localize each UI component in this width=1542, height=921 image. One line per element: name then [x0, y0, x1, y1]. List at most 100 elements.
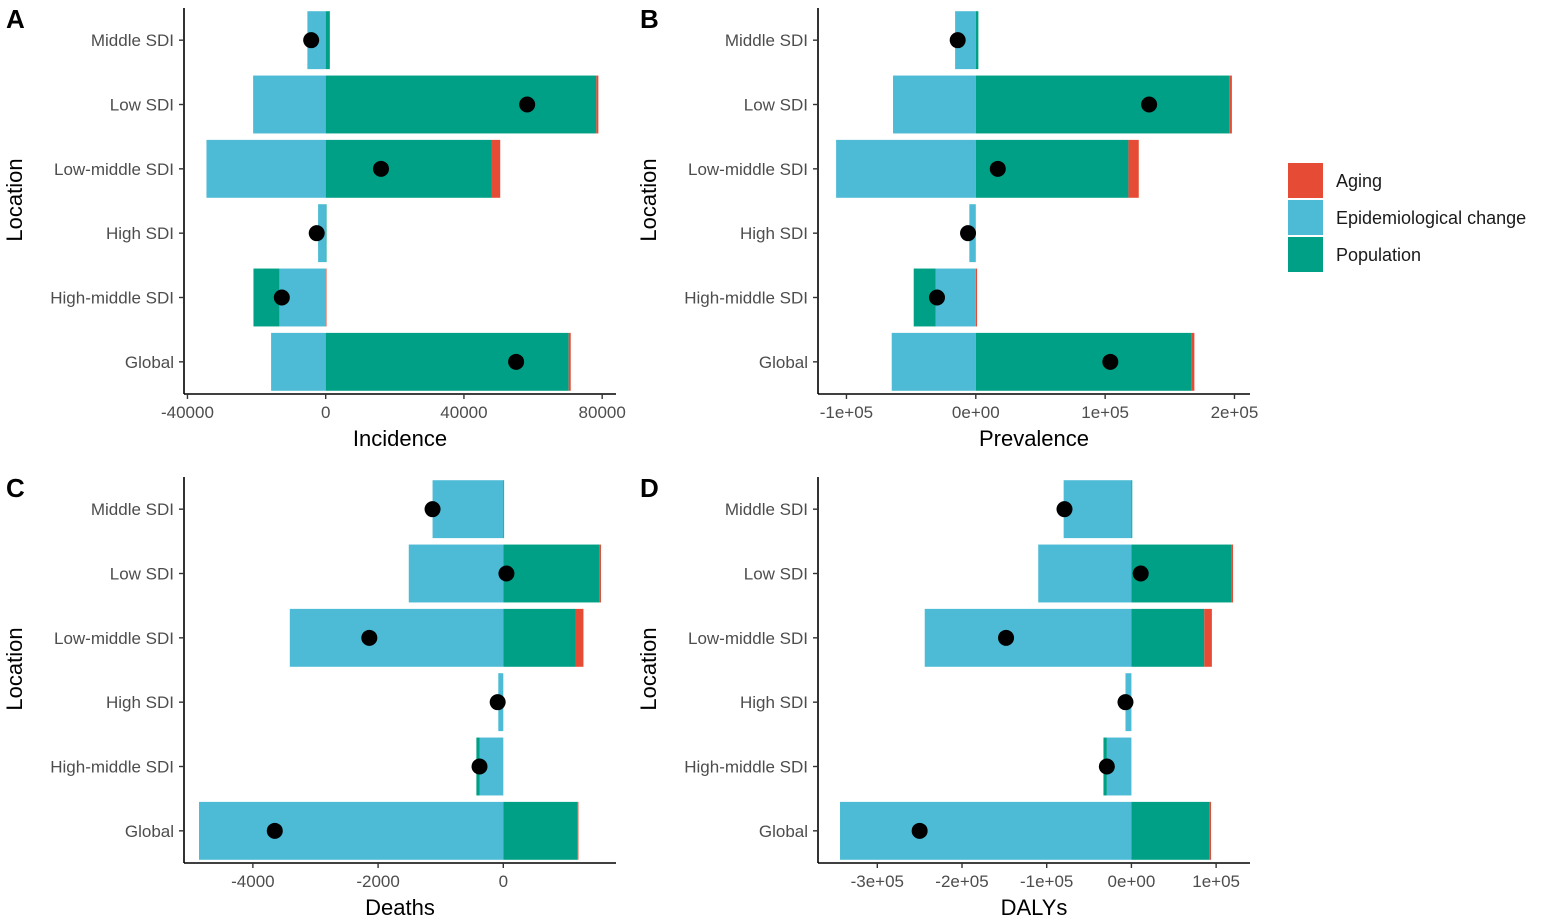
x-tick-label: 1e+05 [1081, 403, 1129, 422]
bar-aging-low-middle-sdi [1204, 608, 1212, 667]
y-tick-label: Low-middle SDI [688, 160, 808, 179]
y-tick-label: Global [759, 822, 808, 841]
y-tick-label: High SDI [740, 224, 808, 243]
bar-population-global [325, 332, 569, 391]
legend-label: Aging [1336, 171, 1382, 191]
bar-epidemiological-change-low-middle-sdi [836, 139, 976, 198]
total-point-high-middle-sdi [928, 289, 945, 306]
bar-population-high-middle-sdi [913, 268, 936, 327]
bar-population-global [503, 801, 578, 860]
bars [199, 480, 601, 860]
legend-item-population: Population [1288, 237, 1421, 272]
x-tick-label: -4000 [231, 872, 274, 891]
bar-aging-global [577, 801, 579, 860]
bar-population-low-middle-sdi [503, 608, 576, 667]
total-point-high-middle-sdi [273, 289, 290, 306]
total-point-low-sdi [1141, 96, 1158, 113]
x-axis-ticks: -3e+05 -2e+05 -1e+05 0e+00 1e+05 [851, 863, 1240, 891]
bar-epidemiological-change-low-middle-sdi [206, 139, 326, 198]
y-tick-label: Low-middle SDI [54, 629, 174, 648]
x-tick-label: 40000 [440, 403, 487, 422]
total-point-middle-sdi [424, 501, 441, 518]
panel-d: Middle SDI Low SDI Low-middle SDI High SDI H… [636, 473, 1250, 920]
y-tick-label: Global [125, 353, 174, 372]
x-tick-label: 0e+00 [1108, 872, 1156, 891]
total-points [266, 501, 515, 839]
y-tick-label: High SDI [106, 693, 174, 712]
y-tick-label: Middle SDI [725, 31, 808, 50]
bar-epidemiological-change-low-sdi [1038, 544, 1132, 603]
x-axis-title: Incidence [353, 426, 447, 451]
x-tick-label: 2e+05 [1211, 403, 1259, 422]
total-point-high-sdi [489, 694, 506, 711]
x-axis-title: Prevalence [979, 426, 1089, 451]
total-point-high-sdi [1117, 694, 1134, 711]
total-point-global [508, 353, 525, 370]
x-tick-label: 0e+00 [952, 403, 1000, 422]
y-axis-title: Location [636, 158, 661, 241]
bar-epidemiological-change-global [891, 332, 976, 391]
total-point-low-sdi [519, 96, 536, 113]
bar-epidemiological-change-low-middle-sdi [289, 608, 504, 667]
total-point-middle-sdi [1056, 501, 1073, 518]
panel-a: Middle SDI Low SDI Low-middle SDI High SDI H… [2, 4, 626, 451]
x-tick-label: -2e+05 [935, 872, 988, 891]
x-axis-ticks: -40000 0 40000 80000 [161, 394, 626, 422]
total-point-low-middle-sdi [361, 629, 378, 646]
bar-population-global [1131, 801, 1210, 860]
bar-population-global [975, 332, 1192, 391]
total-points [273, 32, 536, 370]
panel-c: Middle SDI Low SDI Low-middle SDI High SDI H… [2, 473, 616, 920]
y-tick-label: Low-middle SDI [54, 160, 174, 179]
x-tick-label: -1e+05 [1020, 872, 1073, 891]
legend-item-aging: Aging [1288, 163, 1382, 198]
y-tick-label: Low SDI [110, 565, 174, 584]
bar-aging-global [1209, 801, 1212, 860]
bar-epidemiological-change-low-sdi [893, 75, 976, 134]
y-axis-ticks: Middle SDI Low SDI Low-middle SDI High SDI H… [50, 31, 184, 372]
bar-epidemiological-change-middle-sdi [1063, 480, 1132, 539]
y-tick-label: High-middle SDI [684, 289, 808, 308]
bar-aging-global [1191, 332, 1195, 391]
bar-epidemiological-change-global [840, 801, 1132, 860]
y-tick-label: Low SDI [110, 96, 174, 115]
panel-b: Middle SDI Low SDI Low-middle SDI High SDI H… [636, 4, 1258, 451]
bar-epidemiological-change-low-middle-sdi [924, 608, 1132, 667]
bar-population-high-sdi [325, 204, 327, 263]
x-tick-label: -1e+05 [820, 403, 873, 422]
x-tick-label: -40000 [161, 403, 214, 422]
bar-population-low-sdi [503, 544, 600, 603]
bar-population-low-sdi [325, 75, 597, 134]
y-axis-ticks: Middle SDI Low SDI Low-middle SDI High SDI H… [50, 500, 184, 841]
total-point-middle-sdi [303, 32, 320, 49]
total-point-global [1102, 353, 1119, 370]
x-tick-label: -3e+05 [851, 872, 904, 891]
x-tick-label: 0 [499, 872, 508, 891]
bar-population-low-sdi [975, 75, 1230, 134]
total-point-high-sdi [308, 225, 325, 242]
bar-population-middle-sdi [503, 480, 505, 539]
y-tick-label: Global [125, 822, 174, 841]
bar-aging-low-middle-sdi [1128, 139, 1139, 198]
bar-population-middle-sdi [325, 11, 330, 70]
bar-population-low-middle-sdi [1131, 608, 1205, 667]
bar-aging-low-middle-sdi [491, 139, 501, 198]
bar-aging-low-sdi [1231, 544, 1234, 603]
bar-aging-low-sdi [599, 544, 601, 603]
bars [840, 480, 1234, 860]
y-tick-label: High-middle SDI [684, 758, 808, 777]
total-point-low-sdi [498, 565, 515, 582]
bar-epidemiological-change-middle-sdi [432, 480, 504, 539]
y-tick-label: Middle SDI [725, 500, 808, 519]
bar-epidemiological-change-global [271, 332, 326, 391]
panel-label: D [640, 473, 659, 503]
y-tick-label: Global [759, 353, 808, 372]
bar-aging-high-middle-sdi [325, 268, 327, 327]
panel-label: B [640, 4, 659, 34]
total-point-low-middle-sdi [989, 160, 1006, 177]
y-axis-title: Location [2, 627, 27, 710]
y-axis-ticks: Middle SDI Low SDI Low-middle SDI High SDI H… [684, 500, 818, 841]
y-tick-label: Middle SDI [91, 31, 174, 50]
y-tick-label: Low SDI [744, 96, 808, 115]
y-tick-label: Low-middle SDI [688, 629, 808, 648]
